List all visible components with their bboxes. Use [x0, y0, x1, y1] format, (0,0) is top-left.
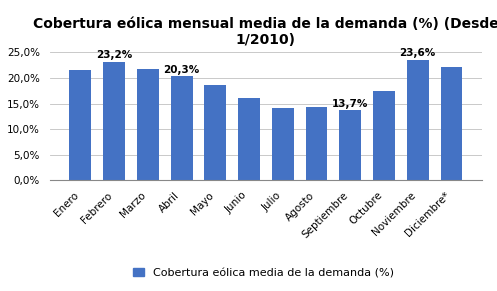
Bar	[103, 62, 125, 180]
Bar	[70, 70, 91, 180]
Bar	[440, 67, 462, 180]
Bar	[238, 98, 260, 180]
Bar	[373, 91, 395, 180]
Title: Cobertura eólica mensual media de la demanda (%) (Desde
1/2010): Cobertura eólica mensual media de la dem…	[33, 17, 497, 47]
Bar	[407, 60, 429, 180]
Bar	[204, 85, 226, 180]
Bar	[170, 77, 192, 180]
Bar	[272, 108, 294, 180]
Text: 23,6%: 23,6%	[400, 48, 436, 58]
Bar	[306, 107, 328, 180]
Text: 13,7%: 13,7%	[332, 99, 368, 109]
Legend: Cobertura eólica media de la demanda (%): Cobertura eólica media de la demanda (%)	[128, 264, 399, 283]
Bar	[137, 69, 159, 180]
Text: 20,3%: 20,3%	[164, 65, 200, 75]
Text: 23,2%: 23,2%	[96, 50, 132, 60]
Bar	[339, 110, 361, 180]
